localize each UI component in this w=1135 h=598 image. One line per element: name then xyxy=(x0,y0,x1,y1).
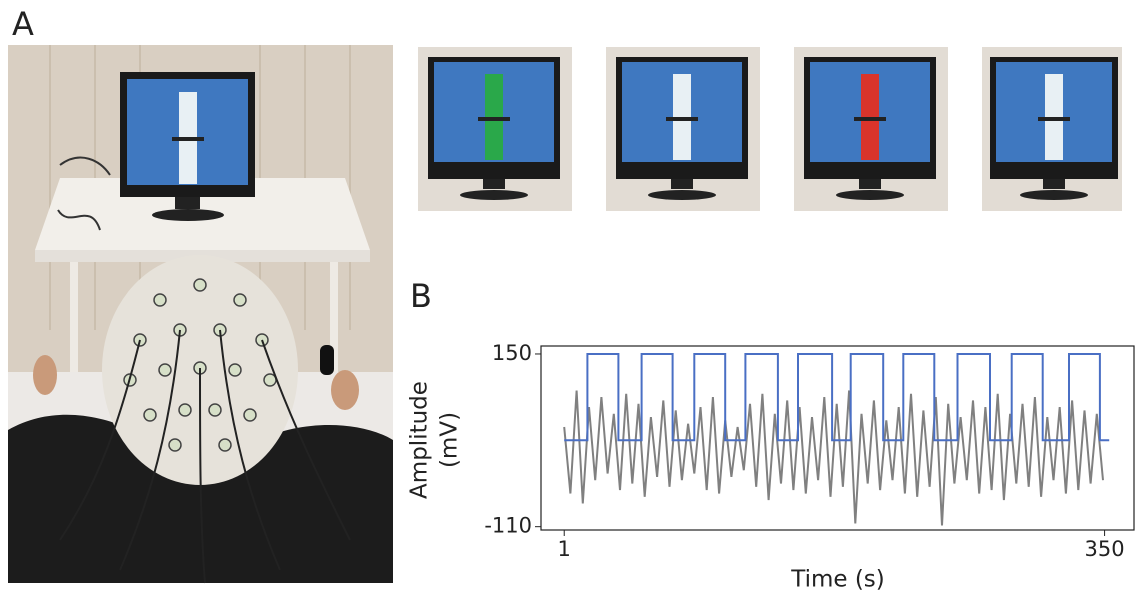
x-tick-label: 1 xyxy=(558,537,571,561)
photo-monitor xyxy=(418,47,572,211)
photo-monitor xyxy=(606,47,760,211)
y-axis-label: (mV) xyxy=(437,412,463,468)
photo-monitor xyxy=(982,47,1122,211)
figure: A B Time (s) A xyxy=(0,0,1135,598)
photo-setup xyxy=(8,45,393,583)
panel-label: A xyxy=(12,5,34,43)
x-axis-label: Time (s) xyxy=(790,567,885,593)
y-tick-label: 150 xyxy=(492,341,532,365)
panel-label: B xyxy=(410,277,432,315)
y-tick-label: -110 xyxy=(484,514,532,538)
photo-monitor xyxy=(794,47,948,211)
x-tick-label: 350 xyxy=(1085,537,1125,561)
line-series xyxy=(564,354,1109,440)
y-axis-label: Amplitude xyxy=(407,381,433,499)
line-series xyxy=(564,391,1103,526)
